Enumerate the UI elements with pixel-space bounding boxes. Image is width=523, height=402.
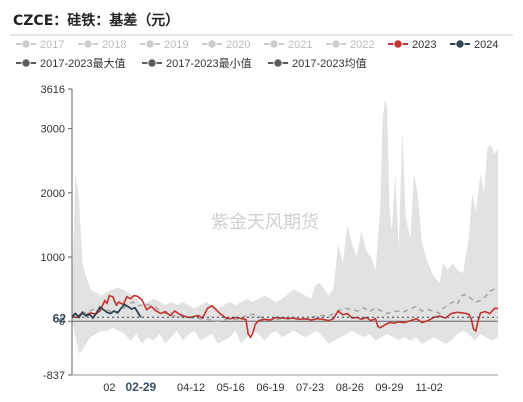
- legend-label: 2017-2023最大值: [40, 56, 126, 70]
- series-2024-line: [71, 303, 142, 320]
- legend-label: 2020: [226, 39, 250, 51]
- legend-swatch-dot: [83, 39, 93, 49]
- legend: 2017 2018 2019 2020 2021 2022 2023 2024 2017-202…: [16, 39, 498, 70]
- legend-label: 2024: [474, 39, 498, 51]
- legend-item-2018: 2018: [78, 39, 126, 51]
- legend-item-2022: 2022: [326, 39, 374, 51]
- x-tick-label: 09-29: [375, 382, 403, 394]
- x-tick-label: 05-16: [217, 382, 245, 394]
- x-tick-label: 08-26: [336, 382, 364, 394]
- legend-swatch-dot: [455, 39, 465, 49]
- series-2023-line: [71, 294, 498, 339]
- legend-item-2020: 2020: [202, 39, 250, 51]
- legend-swatch-dot: [147, 58, 157, 68]
- current-value-label: 62: [53, 311, 67, 325]
- y-tick-label: 1000: [41, 252, 65, 264]
- legend-swatch-dot: [21, 58, 31, 68]
- legend-swatch-dot: [273, 58, 283, 68]
- legend-item-2024: 2024: [450, 39, 498, 51]
- y-tick-label: -837: [43, 370, 65, 382]
- legend-label: 2017-2023均值: [292, 57, 367, 70]
- chart-title: CZCE：硅铁：基差（元）: [13, 12, 179, 29]
- legend-item-2023: 2023: [388, 39, 436, 51]
- legend-swatch-dot: [393, 39, 403, 49]
- x-tick-label: 06-19: [256, 382, 284, 394]
- legend-label: 2022: [350, 39, 374, 51]
- legend-swatch-dot: [21, 39, 31, 49]
- x-tick-label: 04-12: [177, 382, 205, 394]
- plot-area: 紫金天风期货 3616 3000 2000 1000 0 -837 02 02-29 04-12 0…: [41, 84, 499, 394]
- legend-label: 2019: [164, 39, 188, 51]
- y-tick-label: 2000: [41, 188, 65, 200]
- y-tick-label: 3000: [41, 124, 65, 136]
- legend-label: 2023: [412, 39, 436, 51]
- watermark: 紫金天风期货: [211, 212, 319, 232]
- legend-swatch-dot: [331, 39, 341, 49]
- legend-swatch-dot: [269, 39, 279, 49]
- y-tick-label: 0: [59, 316, 65, 328]
- min-max-band: [72, 99, 498, 354]
- legend-item-2017: 2017: [16, 39, 64, 51]
- legend-label: 2018: [102, 39, 126, 51]
- legend-item-2021: 2021: [264, 39, 312, 51]
- legend-label: 2017: [40, 39, 64, 51]
- legend-item-2017-2023最大值: 2017-2023最大值: [16, 56, 126, 70]
- x-tick-label: 07-23: [296, 382, 324, 394]
- legend-swatch-dot: [207, 39, 217, 49]
- legend-label: 2021: [288, 39, 312, 51]
- y-tick-label: 3616: [41, 84, 65, 96]
- legend-item-2019: 2019: [140, 39, 188, 51]
- legend-swatch-dot: [145, 39, 155, 49]
- legend-label: 2017-2023最小值: [166, 57, 252, 70]
- x-tick-label: 11-02: [415, 382, 442, 394]
- legend-item-2017-2023均值: 2017-2023均值: [268, 57, 367, 70]
- x-tick-label: 02: [103, 382, 115, 394]
- x-tick-label: 02-29: [126, 380, 157, 394]
- legend-item-2017-2023最小值: 2017-2023最小值: [142, 57, 252, 70]
